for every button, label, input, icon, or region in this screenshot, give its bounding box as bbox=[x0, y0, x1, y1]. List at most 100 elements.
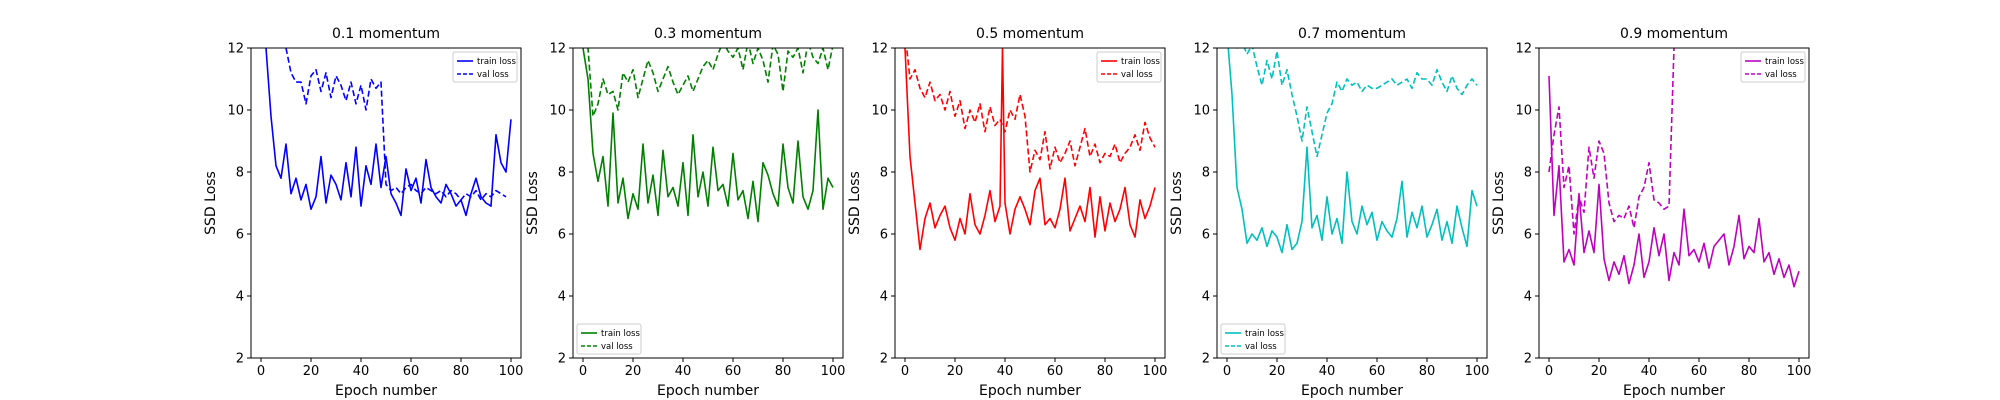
axes-frame bbox=[1538, 47, 1810, 359]
legend-label: train loss bbox=[601, 329, 640, 339]
legend: train loss val loss bbox=[1220, 323, 1286, 355]
legend-label: val loss bbox=[1765, 70, 1797, 80]
x-tick-label: 20 bbox=[947, 364, 964, 379]
y-tick-label: 4 bbox=[1202, 290, 1210, 305]
x-tick-label: 100 bbox=[821, 364, 846, 379]
x-tick-label: 0 bbox=[579, 364, 587, 379]
y-tick-label: 4 bbox=[1524, 290, 1532, 305]
x-tick-label: 40 bbox=[1319, 364, 1336, 379]
y-tick-label: 10 bbox=[871, 104, 888, 119]
x-tick-label: 40 bbox=[997, 364, 1014, 379]
y-tick-label: 10 bbox=[1515, 104, 1532, 119]
axes-frame bbox=[1216, 47, 1488, 359]
x-tick-label: 100 bbox=[1787, 364, 1812, 379]
x-axis-label: Epoch number bbox=[335, 383, 437, 399]
y-tick-label: 2 bbox=[1524, 352, 1532, 367]
series-val-loss bbox=[1548, 48, 1675, 235]
series-train-loss bbox=[265, 48, 512, 217]
y-axis-label: SSD Loss bbox=[1169, 171, 1185, 235]
x-tick-label: 60 bbox=[403, 364, 420, 379]
y-tick-label: 6 bbox=[1202, 228, 1210, 243]
subplot-5: 0 20 40 60 80 100 2 4 6 8 10 12 0.9 momentum Epoch nu… bbox=[1491, 26, 1812, 399]
x-tick-label: 80 bbox=[775, 364, 792, 379]
x-tick-label: 80 bbox=[1097, 364, 1114, 379]
y-tick-label: 2 bbox=[558, 352, 566, 367]
x-tick-label: 100 bbox=[1143, 364, 1168, 379]
legend-label: val loss bbox=[1121, 70, 1153, 80]
legend: train loss val loss bbox=[576, 323, 642, 355]
y-tick-label: 2 bbox=[236, 352, 244, 367]
legend: train loss val loss bbox=[452, 51, 518, 83]
y-tick-label: 8 bbox=[880, 166, 888, 181]
x-tick-label: 40 bbox=[675, 364, 692, 379]
y-tick-label: 12 bbox=[227, 42, 244, 57]
x-tick-label: 100 bbox=[499, 364, 524, 379]
subplot-4: 0 20 40 60 80 100 2 4 6 8 10 12 0.7 momentum Epoch nu… bbox=[1169, 26, 1490, 399]
x-axis-label: Epoch number bbox=[1301, 383, 1403, 399]
y-tick-label: 4 bbox=[880, 290, 888, 305]
x-tick-label: 0 bbox=[1223, 364, 1231, 379]
y-tick-label: 6 bbox=[558, 228, 566, 243]
legend-label: val loss bbox=[477, 70, 509, 80]
axes-frame bbox=[894, 47, 1166, 359]
y-tick-label: 6 bbox=[880, 228, 888, 243]
subplot-2: 0 20 40 60 80 100 2 4 6 8 10 12 0.3 momentum Epoch nu… bbox=[525, 26, 845, 399]
x-tick-label: 80 bbox=[1419, 364, 1436, 379]
y-tick-label: 8 bbox=[558, 166, 566, 181]
y-tick-label: 10 bbox=[227, 104, 244, 119]
x-tick-label: 0 bbox=[901, 364, 909, 379]
legend: train loss val loss bbox=[1740, 51, 1806, 83]
x-tick-label: 40 bbox=[1641, 364, 1658, 379]
subplot-1: 0 20 40 60 80 100 2 4 6 8 10 12 0.1 momentum Epoch nu… bbox=[203, 26, 524, 399]
y-tick-label: 12 bbox=[1193, 42, 1210, 57]
x-axis-label: Epoch number bbox=[1623, 383, 1725, 399]
y-tick-label: 6 bbox=[1524, 228, 1532, 243]
axes-frame bbox=[572, 47, 844, 359]
y-tick-label: 12 bbox=[1515, 42, 1532, 57]
x-tick-label: 0 bbox=[257, 364, 265, 379]
y-tick-label: 10 bbox=[549, 104, 566, 119]
y-axis-label: SSD Loss bbox=[1491, 171, 1507, 235]
legend-label: val loss bbox=[1245, 342, 1277, 352]
y-tick-label: 2 bbox=[1202, 352, 1210, 367]
y-axis-label: SSD Loss bbox=[847, 171, 863, 235]
x-tick-label: 20 bbox=[303, 364, 320, 379]
x-tick-label: 20 bbox=[625, 364, 642, 379]
x-tick-label: 80 bbox=[453, 364, 470, 379]
x-tick-label: 60 bbox=[1691, 364, 1708, 379]
series-train-loss bbox=[904, 48, 1156, 251]
series-val-loss bbox=[285, 48, 507, 201]
legend: train loss val loss bbox=[1096, 51, 1162, 83]
x-tick-label: 100 bbox=[1465, 364, 1490, 379]
series-train-loss bbox=[1227, 48, 1478, 254]
y-axis-label: SSD Loss bbox=[525, 171, 541, 235]
series-train-loss bbox=[582, 48, 834, 223]
y-tick-label: 12 bbox=[871, 42, 888, 57]
x-tick-label: 60 bbox=[725, 364, 742, 379]
x-tick-label: 60 bbox=[1047, 364, 1064, 379]
chart-title: 0.9 momentum bbox=[1620, 26, 1728, 42]
x-tick-label: 20 bbox=[1269, 364, 1286, 379]
chart-title: 0.7 momentum bbox=[1298, 26, 1406, 42]
chart-title: 0.1 momentum bbox=[332, 26, 440, 42]
y-tick-label: 8 bbox=[236, 166, 244, 181]
x-tick-label: 20 bbox=[1591, 364, 1608, 379]
legend-label: train loss bbox=[1121, 57, 1160, 67]
chart-title: 0.3 momentum bbox=[654, 26, 762, 42]
y-tick-label: 6 bbox=[236, 228, 244, 243]
x-tick-label: 60 bbox=[1369, 364, 1386, 379]
subplot-3: 0 20 40 60 80 100 2 4 6 8 10 12 0.5 momentum Epoch nu… bbox=[847, 26, 1167, 399]
y-tick-label: 4 bbox=[236, 290, 244, 305]
x-tick-label: 40 bbox=[353, 364, 370, 379]
y-tick-label: 8 bbox=[1202, 166, 1210, 181]
series-val-loss bbox=[905, 48, 1156, 173]
y-axis-label: SSD Loss bbox=[203, 171, 219, 235]
x-axis-label: Epoch number bbox=[657, 383, 759, 399]
chart-title: 0.5 momentum bbox=[976, 26, 1084, 42]
series-train-loss bbox=[1548, 75, 1800, 288]
legend-label: train loss bbox=[1765, 57, 1804, 67]
y-tick-label: 2 bbox=[880, 352, 888, 367]
series-val-loss bbox=[1236, 48, 1478, 158]
x-tick-label: 80 bbox=[1741, 364, 1758, 379]
